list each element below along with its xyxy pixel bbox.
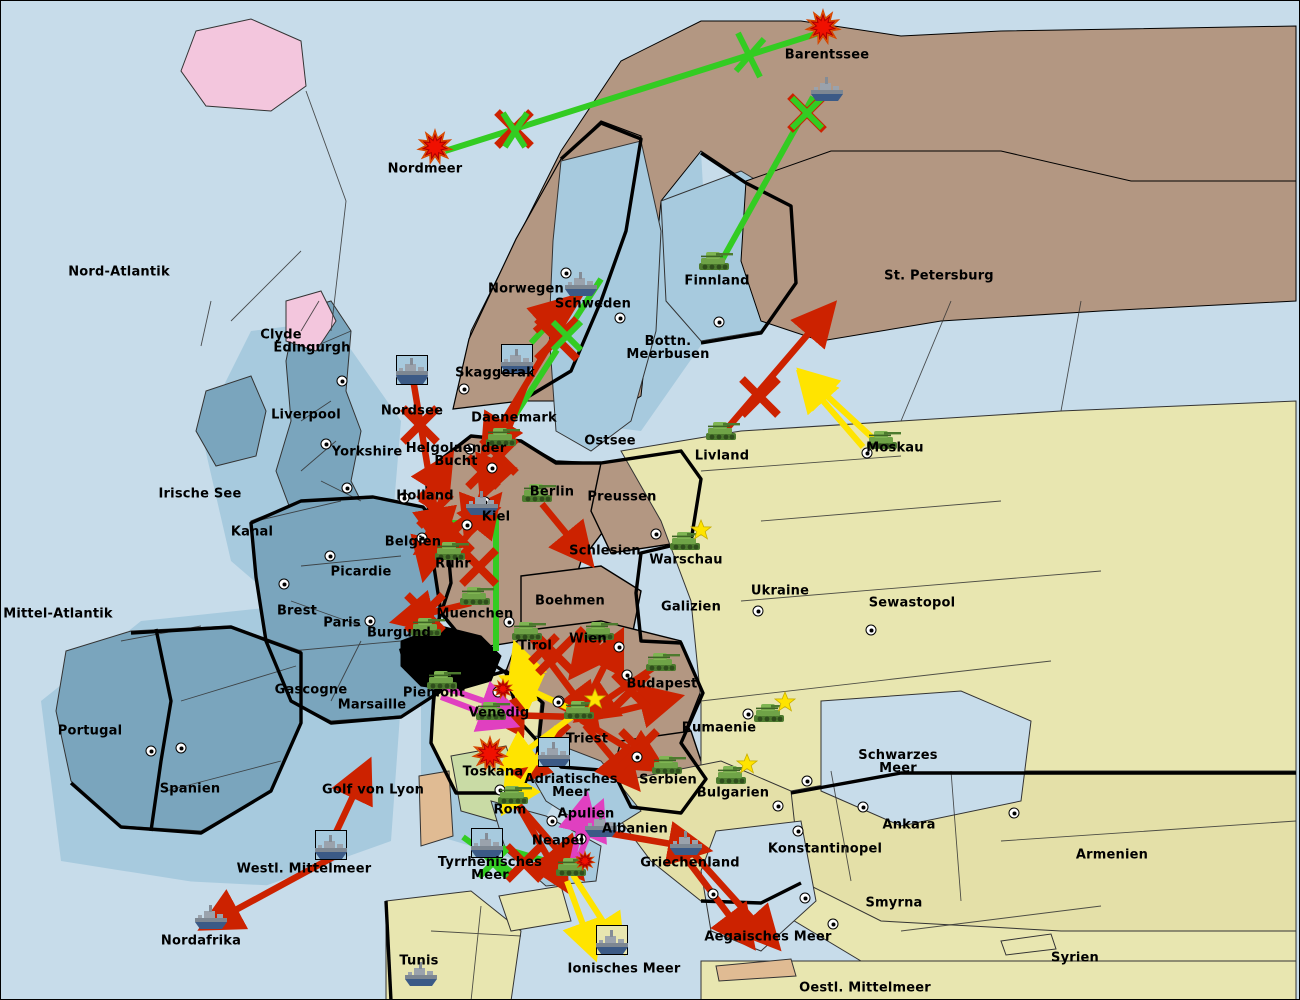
supply-center-dot[interactable] <box>364 615 376 627</box>
army-unit[interactable] <box>406 611 446 645</box>
region-zypern <box>1000 933 1057 956</box>
army-unit[interactable] <box>641 646 681 680</box>
fleet-unit[interactable] <box>592 927 632 961</box>
supply-center-dot[interactable] <box>827 918 839 930</box>
supply-center-dot[interactable] <box>398 492 410 504</box>
dislodge-star-icon <box>689 518 713 545</box>
army-unit[interactable] <box>694 245 734 279</box>
supply-center-dot[interactable] <box>278 578 290 590</box>
army-unit[interactable] <box>493 779 533 813</box>
supply-center-dot[interactable] <box>799 892 811 904</box>
explosion-icon <box>470 734 510 778</box>
supply-center-dot[interactable] <box>792 825 804 837</box>
fleet-unit[interactable] <box>561 269 601 303</box>
army-unit[interactable] <box>430 535 470 569</box>
army-unit[interactable] <box>647 749 687 783</box>
supply-center-dot[interactable] <box>503 616 515 628</box>
supply-center-dot[interactable] <box>341 482 353 494</box>
fleet-unit[interactable] <box>807 74 847 108</box>
fleet-unit[interactable] <box>666 828 706 862</box>
supply-center-dot[interactable] <box>742 708 754 720</box>
supply-center-dot[interactable] <box>175 742 187 754</box>
army-unit[interactable] <box>422 664 462 698</box>
supply-center-dot[interactable] <box>650 528 662 540</box>
supply-center-dot[interactable] <box>416 532 428 544</box>
fleet-unit[interactable] <box>534 739 574 773</box>
supply-center-dot[interactable] <box>614 312 626 324</box>
region-ireland <box>195 375 267 467</box>
region-egypt-levant <box>700 960 1297 999</box>
supply-center-dot[interactable] <box>865 624 877 636</box>
army-unit[interactable] <box>455 580 495 614</box>
supply-center-dot[interactable] <box>857 801 869 813</box>
sea-schwarzes-meer <box>820 690 1032 827</box>
dislodge-star-icon <box>735 752 759 779</box>
supply-center-dot[interactable] <box>752 605 764 617</box>
fleet-unit[interactable] <box>191 902 231 936</box>
region-kreta <box>715 958 797 982</box>
explosion-icon <box>803 7 843 51</box>
explosion-icon <box>415 127 455 171</box>
supply-center-dot[interactable] <box>546 815 558 827</box>
fleet-unit[interactable] <box>462 488 502 522</box>
army-unit[interactable] <box>517 477 557 511</box>
supply-center-dot[interactable] <box>336 375 348 387</box>
fleet-unit[interactable] <box>497 346 537 380</box>
region-north-africa <box>1 881 381 999</box>
army-unit[interactable] <box>481 421 521 455</box>
region-sardinien <box>418 770 454 847</box>
supply-center-dot[interactable] <box>772 800 784 812</box>
supply-center-dot[interactable] <box>320 438 332 450</box>
supply-center-dot[interactable] <box>461 519 473 531</box>
supply-center-dot[interactable] <box>560 267 572 279</box>
fleet-unit[interactable] <box>467 830 507 864</box>
fleet-unit[interactable] <box>581 810 621 844</box>
army-unit[interactable] <box>701 415 741 449</box>
army-unit[interactable] <box>862 424 902 458</box>
supply-center-dot[interactable] <box>486 462 498 474</box>
region-iceland <box>180 18 307 112</box>
supply-center-dot[interactable] <box>631 751 643 763</box>
region-scotland-clyde <box>285 290 337 352</box>
fleet-unit[interactable] <box>392 355 432 389</box>
supply-center-dot[interactable] <box>613 641 625 653</box>
fleet-unit[interactable] <box>311 832 351 866</box>
supply-center-dot[interactable] <box>707 888 719 900</box>
supply-center-dot[interactable] <box>458 383 470 395</box>
supply-center-dot[interactable] <box>621 669 633 681</box>
explosion-icon <box>573 849 597 877</box>
dislodge-star-icon <box>583 687 607 714</box>
supply-center-dot[interactable] <box>145 745 157 757</box>
supply-center-dot[interactable] <box>575 833 587 845</box>
supply-center-dot[interactable] <box>464 443 476 455</box>
supply-center-dot[interactable] <box>861 447 873 459</box>
army-unit[interactable] <box>579 615 619 649</box>
dislodge-star-icon <box>773 690 797 717</box>
region-st-petersburg <box>740 150 1297 342</box>
army-unit[interactable] <box>507 615 547 649</box>
fleet-unit[interactable] <box>401 959 441 993</box>
supply-center-dot[interactable] <box>713 316 725 328</box>
supply-center-dot[interactable] <box>324 550 336 562</box>
supply-center-dot[interactable] <box>1008 807 1020 819</box>
supply-center-dot[interactable] <box>552 696 564 708</box>
province-borders <box>120 90 1297 999</box>
explosion-icon <box>491 677 515 705</box>
supply-center-dot[interactable] <box>801 775 813 787</box>
